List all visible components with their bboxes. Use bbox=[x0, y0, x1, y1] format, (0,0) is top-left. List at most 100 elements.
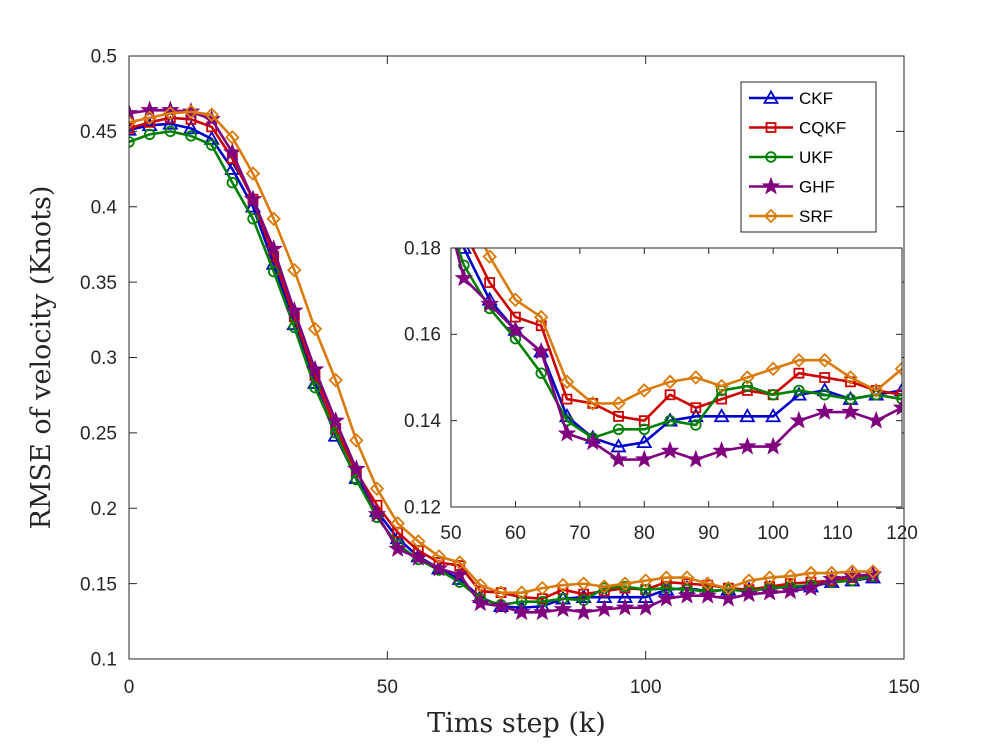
inset-x-tick-label: 70 bbox=[569, 523, 590, 544]
main-point-ukf bbox=[267, 265, 280, 278]
inset-point-srf bbox=[559, 374, 575, 390]
main-point-ghf bbox=[388, 539, 407, 557]
inset-x-tick-label: 120 bbox=[886, 523, 918, 544]
inset-point-ukf bbox=[612, 423, 625, 436]
inset-point-cqkf bbox=[793, 367, 805, 379]
main-y-tick-label: 0.4 bbox=[91, 197, 118, 218]
inset-point-ckf bbox=[739, 408, 756, 423]
inset-point-ghf bbox=[815, 402, 834, 420]
main-point-srf bbox=[390, 516, 405, 531]
legend-label-ghf: GHF bbox=[799, 178, 835, 197]
inset-point-srf bbox=[508, 292, 523, 308]
main-point-srf bbox=[514, 585, 529, 600]
main-point-ghf bbox=[781, 581, 800, 600]
main-point-srf bbox=[700, 576, 715, 591]
legend-item-ckf: CKF bbox=[749, 89, 833, 108]
inset-x-tick-label: 50 bbox=[440, 523, 461, 544]
inset-point-ukf bbox=[535, 367, 547, 379]
inset-point-srf bbox=[868, 383, 884, 398]
main-point-srf bbox=[597, 579, 612, 594]
main-point-srf bbox=[679, 570, 695, 585]
inset-point-srf bbox=[765, 361, 781, 377]
inset-frame bbox=[450, 247, 903, 508]
inset-point-ghf bbox=[635, 449, 654, 468]
main-x-tick-label: 100 bbox=[630, 677, 662, 698]
main-point-srf bbox=[473, 577, 488, 593]
main-point-srf bbox=[803, 565, 819, 581]
main-point-srf bbox=[535, 580, 550, 596]
inset-point-ghf bbox=[738, 436, 757, 455]
inset-point-ukf bbox=[741, 380, 754, 392]
main-point-ghf bbox=[657, 588, 676, 607]
main-point-srf bbox=[493, 585, 509, 600]
legend-item-ghf: GHF bbox=[749, 176, 835, 197]
main-point-srf bbox=[452, 555, 467, 570]
inset-x-tick-label: 90 bbox=[698, 523, 719, 544]
legend-label-srf: SRF bbox=[799, 207, 833, 226]
main-point-ukf bbox=[185, 130, 197, 142]
main-point-ghf bbox=[409, 548, 428, 566]
main-point-cqkf bbox=[392, 526, 404, 538]
main-point-srf bbox=[287, 262, 302, 278]
main-y-tick-label: 0.2 bbox=[91, 499, 117, 520]
inset-y-tick-label: 0.16 bbox=[404, 325, 441, 346]
main-x-tick-label: 0 bbox=[124, 677, 135, 698]
main-point-srf bbox=[163, 106, 178, 121]
main-point-ghf bbox=[677, 585, 697, 604]
main-point-srf bbox=[183, 104, 199, 120]
inset-point-ukf bbox=[664, 414, 676, 427]
main-point-ukf bbox=[205, 139, 218, 151]
main-point-ghf bbox=[698, 585, 717, 604]
inset-point-ckf bbox=[687, 408, 704, 423]
inset-series-line-cqkf bbox=[471, 248, 902, 422]
inset-point-ghf bbox=[789, 410, 809, 429]
inset-y-tick-label: 0.18 bbox=[404, 238, 441, 259]
main-point-ckf bbox=[182, 120, 200, 135]
inset-point-srf bbox=[688, 370, 704, 385]
inset-point-ghf bbox=[583, 432, 603, 451]
main-point-srf bbox=[349, 433, 364, 448]
x-axis-title: Tims step (k) bbox=[427, 708, 606, 739]
inset-point-ckf bbox=[455, 248, 472, 254]
main-point-ghf bbox=[367, 504, 387, 523]
inset-point-ghf bbox=[841, 402, 860, 420]
main-point-ukf bbox=[619, 580, 631, 593]
inset-point-srf bbox=[533, 309, 549, 325]
main-point-ckf bbox=[129, 121, 138, 136]
main-point-srf bbox=[576, 576, 591, 591]
legend-marker-ukf bbox=[765, 151, 777, 163]
inset-point-ghf bbox=[480, 294, 499, 313]
inset-point-cqkf bbox=[613, 410, 624, 422]
inset-point-ckf bbox=[765, 408, 782, 423]
main-point-srf bbox=[225, 130, 240, 145]
legend-item-ukf: UKF bbox=[749, 148, 833, 167]
main-point-srf bbox=[307, 321, 323, 337]
inset-point-ukf bbox=[767, 389, 779, 401]
legend-marker-ckf bbox=[762, 89, 780, 104]
main-point-srf bbox=[741, 573, 757, 588]
main-point-ghf bbox=[615, 597, 635, 616]
inset-point-ghf bbox=[454, 268, 474, 287]
main-point-srf bbox=[617, 576, 633, 591]
legend-marker-ghf bbox=[761, 176, 781, 195]
inset-point-srf bbox=[817, 352, 832, 368]
inset-point-srf bbox=[482, 249, 497, 264]
main-point-cqkf bbox=[129, 122, 135, 134]
inset-point-cqkf bbox=[484, 277, 496, 288]
inset-axes: 50 60 70 80 90 100 110 120 0.12 0.14 0.16 0.18 bbox=[404, 238, 918, 544]
main-frame bbox=[128, 55, 905, 660]
main-point-ghf bbox=[636, 597, 655, 616]
main-point-srf bbox=[555, 577, 571, 593]
inset-point-srf bbox=[611, 396, 626, 411]
main-point-ghf bbox=[739, 584, 759, 603]
main-point-ukf bbox=[143, 128, 156, 141]
main-point-ghf bbox=[553, 599, 573, 618]
main-axes: 0 50 100 150 0.1 0.15 0.2 0.25 0.3 0.35 0.4 0.45 0.5 bbox=[80, 47, 920, 698]
inset-point-srf bbox=[894, 361, 902, 377]
inset-point-ukf bbox=[690, 419, 702, 431]
main-point-ghf bbox=[533, 602, 552, 621]
main-point-ghf bbox=[512, 602, 531, 621]
inset-point-ghf bbox=[557, 423, 577, 442]
inset-point-srf bbox=[791, 352, 807, 368]
